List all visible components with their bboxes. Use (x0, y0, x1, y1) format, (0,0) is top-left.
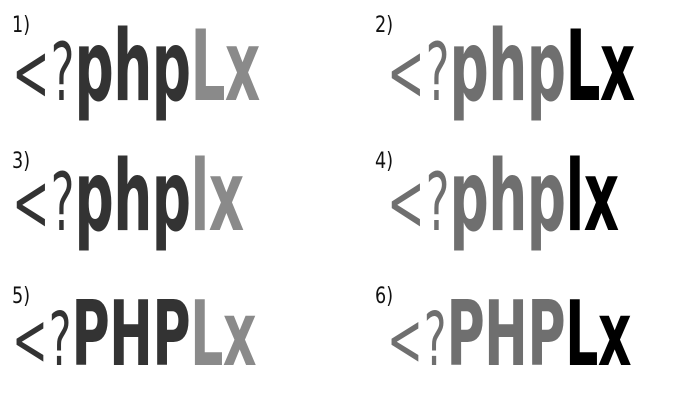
logo-suffix: Lx (565, 10, 635, 124)
logo-variant-6: 6) <?PHPLx (375, 283, 687, 408)
open-tag-bracket: < (12, 297, 48, 383)
logo-variant-1: 1) <?phpLx (12, 12, 342, 137)
phplx-logo: <?PHPLx (12, 290, 256, 380)
logo-suffix: Lx (565, 282, 631, 387)
question-mark: ? (425, 155, 450, 249)
logo-variant-2: 2) <?phpLx (375, 12, 687, 137)
question-mark: ? (425, 25, 450, 119)
variant-number: 6) (375, 284, 394, 309)
logo-name: php (449, 140, 566, 254)
open-tag-bracket: < (387, 25, 425, 119)
logo-name: php (74, 10, 191, 124)
question-mark: ? (50, 25, 75, 119)
variant-number: 3) (12, 149, 31, 174)
question-mark: ? (50, 155, 75, 249)
logo-name: PHP (71, 282, 191, 387)
logo-suffix: Lx (190, 10, 260, 124)
phplx-logo: <?phpLx (387, 18, 635, 116)
variant-number: 4) (375, 149, 394, 174)
question-mark: ? (48, 297, 72, 383)
phplx-logo: <?phpLx (12, 18, 260, 116)
variant-number: 2) (375, 13, 394, 38)
logo-variant-4: 4) <?phplx (375, 148, 687, 273)
logo-variant-3: 3) <?phplx (12, 148, 342, 273)
open-tag-bracket: < (12, 155, 50, 249)
logo-suffix: lx (565, 140, 619, 254)
variant-number: 1) (12, 13, 31, 38)
logo-name: php (74, 140, 191, 254)
open-tag-bracket: < (387, 297, 423, 383)
variant-number: 5) (12, 284, 31, 309)
phplx-logo: <?PHPLx (387, 290, 631, 380)
logo-name: php (449, 10, 566, 124)
logo-name: PHP (446, 282, 566, 387)
logo-variant-5: 5) <?PHPLx (12, 283, 342, 408)
open-tag-bracket: < (12, 25, 50, 119)
open-tag-bracket: < (387, 155, 425, 249)
logo-suffix: Lx (190, 282, 256, 387)
question-mark: ? (423, 297, 447, 383)
phplx-logo: <?phplx (387, 148, 619, 246)
phplx-logo: <?phplx (12, 148, 244, 246)
logo-suffix: lx (190, 140, 244, 254)
